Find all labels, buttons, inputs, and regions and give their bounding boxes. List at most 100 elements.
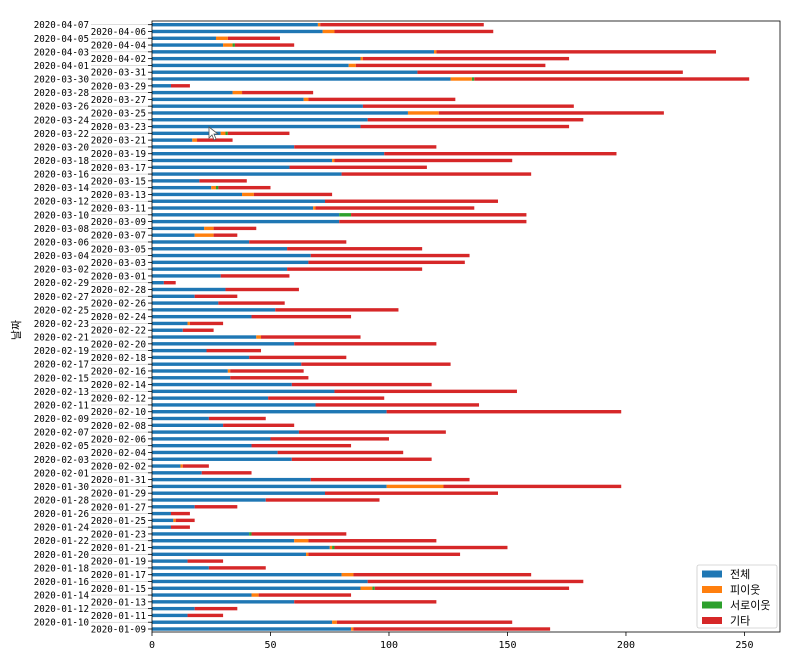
bar-segment-2-2020-04-06 (322, 29, 335, 34)
y-tick-label: 2020-03-17 (91, 162, 147, 173)
bar-segment-1-2020-03-13 (152, 192, 243, 197)
bar-segment-1-2020-03-18 (152, 158, 333, 163)
bar-segment-1-2020-01-14 (152, 593, 252, 597)
y-tick-label: 2020-01-09 (91, 624, 147, 635)
bar-segment-4-2020-01-14 (258, 593, 352, 597)
bar-segment-4-2020-03-09 (339, 219, 527, 224)
bar-segment-1-2020-01-10 (152, 620, 333, 624)
bar-segment-4-2020-03-11 (315, 206, 475, 210)
bar-segment-4-2020-01-25 (175, 518, 195, 523)
bar-segment-4-2020-03-15 (199, 179, 247, 183)
y-tick-label: 2020-02-13 (34, 387, 90, 398)
bar-segment-2-2020-04-04 (223, 43, 233, 47)
bar-segment-1-2020-02-28 (152, 287, 226, 292)
y-tick-label: 2020-02-27 (34, 291, 90, 302)
bar-segment-1-2020-02-04 (152, 450, 278, 455)
y-tick-label: 2020-01-31 (91, 475, 147, 486)
bar-segment-4-2020-02-19 (206, 348, 262, 353)
bar-segment-2-2020-04-01 (348, 63, 356, 68)
bar-segment-4-2020-02-21 (261, 335, 361, 339)
bar-segment-2-2020-03-21 (192, 138, 198, 142)
bar-segment-4-2020-02-22 (182, 328, 214, 332)
bar-segment-1-2020-02-23 (152, 321, 188, 326)
bar-segment-4-2020-03-05 (287, 247, 423, 251)
bar-segment-4-2020-03-14 (218, 185, 271, 190)
bar-segment-1-2020-03-29 (152, 84, 171, 88)
bar-segment-4-2020-01-22 (308, 539, 437, 543)
bar-segment-1-2020-02-12 (152, 396, 269, 400)
y-tick-label: 2020-01-12 (34, 604, 89, 615)
bar-segment-4-2020-03-06 (249, 240, 347, 244)
bar-segment-2-2020-01-25 (173, 518, 176, 523)
bar-segment-4-2020-01-31 (310, 477, 470, 482)
y-tick-label: 2020-02-18 (91, 353, 147, 364)
bar-segment-2-2020-03-27 (303, 97, 309, 102)
mouse-cursor-icon (208, 126, 220, 141)
y-tick-label: 2020-03-23 (91, 122, 147, 133)
bar-segment-4-2020-02-05 (251, 443, 352, 448)
bar-segment-4-2020-03-20 (294, 145, 437, 149)
bar-segment-1-2020-03-27 (152, 97, 304, 102)
bar-segment-1-2020-03-26 (152, 104, 363, 108)
y-tick-label: 2020-01-13 (91, 597, 147, 608)
bar-segment-4-2020-01-28 (265, 498, 380, 502)
bar-segment-4-2020-03-12 (324, 199, 498, 203)
y-tick-label: 2020-03-26 (34, 101, 90, 112)
bar-segment-1-2020-03-25 (152, 111, 408, 115)
bar-segment-4-2020-02-16 (230, 369, 304, 373)
y-tick-label: 2020-02-07 (34, 427, 90, 438)
bar-segment-1-2020-01-17 (152, 572, 342, 577)
y-tick-label: 2020-02-08 (91, 420, 147, 431)
legend-label-4: 기타 (730, 615, 750, 628)
y-tick-label: 2020-02-20 (91, 339, 147, 350)
bar-segment-1-2020-02-08 (152, 423, 224, 427)
bar-segment-1-2020-01-13 (152, 600, 295, 604)
bar-segment-4-2020-01-21 (334, 545, 508, 550)
y-tick-label: 2020-03-05 (91, 244, 146, 255)
bar-segment-4-2020-04-04 (234, 43, 295, 47)
bar-segment-4-2020-03-03 (308, 260, 465, 265)
y-tick-label: 2020-03-15 (91, 176, 146, 187)
bar-segment-1-2020-02-27 (152, 294, 195, 298)
bar-segment-4-2020-04-01 (355, 63, 546, 68)
bar-segment-1-2020-03-10 (152, 213, 340, 217)
bar-segment-1-2020-03-12 (152, 199, 325, 203)
bar-segment-4-2020-01-29 (324, 491, 498, 495)
y-tick-label: 2020-03-31 (91, 67, 147, 78)
y-tick-label: 2020-01-22 (34, 536, 89, 547)
bar-segment-4-2020-02-02 (182, 464, 209, 468)
y-tick-label: 2020-03-28 (34, 88, 90, 99)
bar-segment-4-2020-03-02 (287, 267, 423, 271)
y-tick-label: 2020-02-29 (34, 278, 90, 289)
bar-segment-1-2020-03-08 (152, 226, 205, 231)
y-tick-label: 2020-03-21 (91, 135, 147, 146)
x-tick-label: 150 (498, 640, 516, 651)
bar-segment-4-2020-01-16 (367, 579, 584, 584)
bar-segment-1-2020-03-15 (152, 179, 200, 183)
bar-segment-2-2020-03-18 (332, 158, 335, 163)
y-tick-label: 2020-02-23 (34, 319, 90, 330)
bar-segment-2-2020-03-25 (407, 111, 439, 115)
y-tick-label: 2020-01-28 (34, 495, 90, 506)
y-tick-label: 2020-02-05 (34, 441, 89, 452)
y-tick-label: 2020-01-26 (34, 509, 90, 520)
bar-segment-1-2020-02-29 (152, 281, 164, 285)
bar-segment-1-2020-01-29 (152, 491, 325, 495)
bar-segment-1-2020-03-21 (152, 138, 193, 142)
bar-segment-1-2020-02-25 (152, 308, 276, 312)
y-tick-label: 2020-01-25 (91, 516, 146, 527)
bar-segment-1-2020-04-02 (152, 56, 361, 61)
y-tick-label: 2020-02-14 (91, 380, 147, 391)
bar-segment-3-2020-03-30 (471, 77, 475, 81)
bar-segment-1-2020-01-20 (152, 552, 307, 557)
bar-segment-2-2020-01-10 (332, 620, 337, 624)
bar-segment-2-2020-04-07 (317, 22, 321, 27)
y-tick-label: 2020-01-18 (34, 563, 90, 574)
x-tick-label: 200 (617, 640, 635, 651)
bar-segment-2-2020-02-23 (187, 321, 190, 326)
y-tick-label: 2020-04-04 (91, 40, 147, 51)
bar-segment-1-2020-02-02 (152, 464, 181, 468)
bar-segment-1-2020-03-11 (152, 206, 314, 210)
bar-segment-1-2020-01-09 (152, 627, 352, 631)
